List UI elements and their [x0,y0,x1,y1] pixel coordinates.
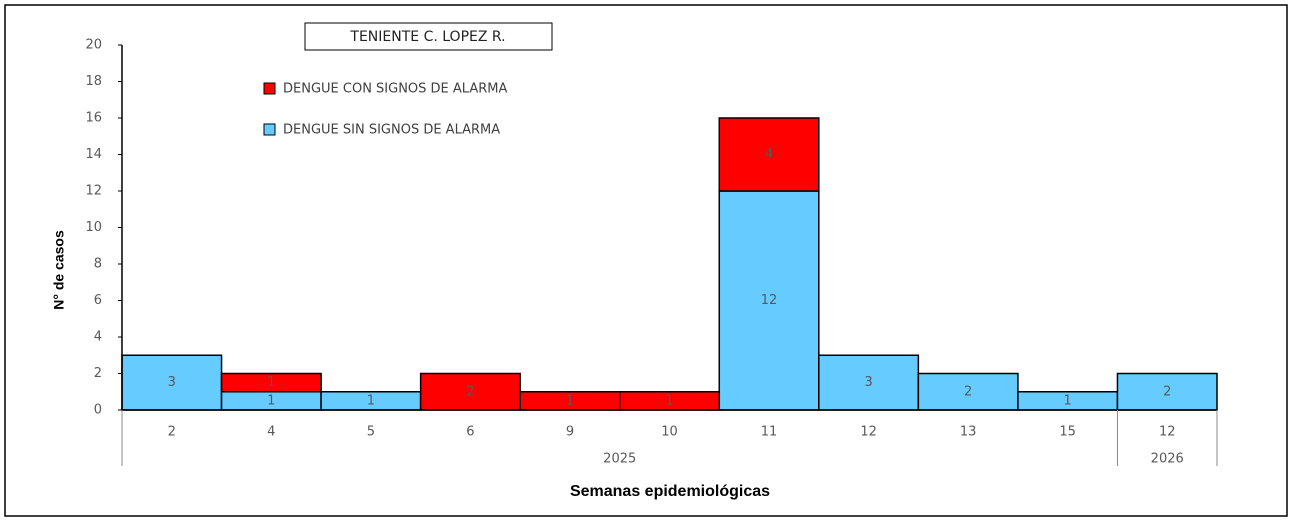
y-tick-label: 20 [85,38,102,53]
x-tick-label: 11 [761,425,778,440]
data-label: 1 [665,393,673,408]
bar-segment [718,190,820,411]
bar-segment [121,354,223,411]
y-tick-label: 10 [85,220,102,235]
data-label: 4 [765,147,773,162]
x-axis-label: Semanas epidemiológicas [570,483,770,500]
x-tick-label: 10 [661,425,678,440]
legend-label: DENGUE CON SIGNOS DE ALARMA [283,82,507,97]
data-label: 1 [267,393,275,408]
data-label: 3 [168,375,176,390]
data-label: 1 [566,393,574,408]
y-axis-label: N° de casos [51,230,67,310]
x-tick-label: 6 [466,425,474,440]
chart-title: TENIENTE C. LOPEZ R. [349,29,505,45]
x-tick-label: 4 [267,425,275,440]
x-tick-label: 13 [960,425,977,440]
y-tick-label: 18 [85,74,102,89]
frame [4,4,1288,517]
title-box [304,22,553,51]
data-label: 2 [466,384,474,399]
data-label: 2 [964,384,972,399]
data-label: 2 [1163,384,1171,399]
bar-segment [220,372,322,393]
y-tick-label: 8 [94,257,102,272]
y-tick-label: 14 [85,147,102,162]
data-label: 3 [864,375,872,390]
group-label: 2026 [1151,452,1184,467]
x-tick-label: 12 [1159,425,1176,440]
y-tick-label: 12 [85,184,102,199]
bar-segment [419,372,521,411]
data-label: 1 [267,375,275,390]
x-tick-label: 5 [367,425,375,440]
x-tick-label: 2 [168,425,176,440]
x-tick-label: 9 [566,425,574,440]
legend-swatch [263,82,276,95]
data-label: 1 [1064,393,1072,408]
y-tick-label: 6 [94,293,102,308]
y-tick-label: 4 [94,330,102,345]
x-tick-label: 12 [860,425,877,440]
legend-label: DENGUE SIN SIGNOS DE ALARMA [283,123,500,138]
x-tick-label: 15 [1059,425,1076,440]
y-tick-label: 16 [85,111,102,126]
y-tick-label: 0 [94,403,102,418]
bar-segment [718,117,820,192]
legend-swatch [263,123,276,136]
data-label: 12 [761,293,778,308]
data-label: 1 [367,393,375,408]
group-label: 2025 [603,452,636,467]
y-tick-label: 2 [94,366,102,381]
